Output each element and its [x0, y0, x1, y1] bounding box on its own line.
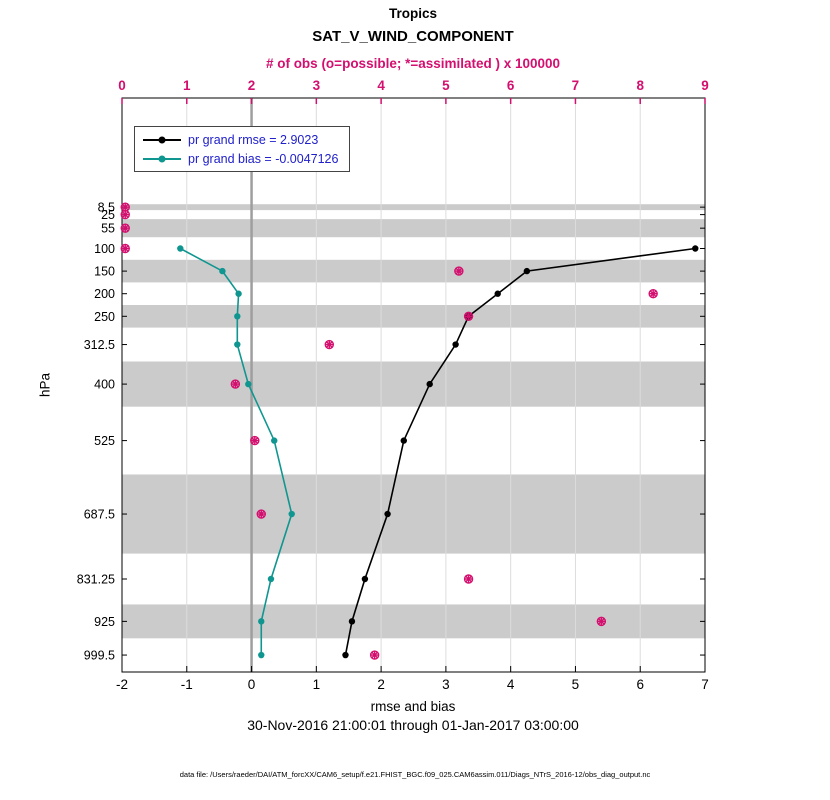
- legend-label-bias: pr grand bias = -0.0047126: [188, 151, 339, 166]
- svg-text:9: 9: [701, 78, 709, 93]
- svg-text:831.25: 831.25: [77, 573, 115, 587]
- svg-text:25: 25: [101, 208, 115, 222]
- svg-text:150: 150: [94, 265, 115, 279]
- svg-text:2: 2: [377, 677, 385, 692]
- svg-text:7: 7: [701, 677, 709, 692]
- y-axis-label: hPa: [37, 372, 53, 398]
- svg-text:3: 3: [442, 677, 450, 692]
- svg-text:55: 55: [101, 222, 115, 236]
- timespan-subtitle: 30-Nov-2016 21:00:01 through 01-Jan-2017…: [247, 717, 579, 733]
- svg-text:200: 200: [94, 287, 115, 301]
- svg-text:999.5: 999.5: [84, 649, 115, 663]
- svg-text:-1: -1: [181, 677, 193, 692]
- svg-text:8: 8: [636, 78, 644, 93]
- plot-box: [121, 97, 706, 673]
- tick-marks: [121, 98, 706, 672]
- pressure-bands: [122, 204, 705, 639]
- svg-text:3: 3: [313, 78, 321, 93]
- svg-text:1: 1: [313, 677, 321, 692]
- svg-text:525: 525: [94, 434, 115, 448]
- svg-text:5: 5: [572, 677, 580, 692]
- plot-title: SAT_V_WIND_COMPONENT: [312, 28, 514, 45]
- svg-text:7: 7: [572, 78, 580, 93]
- data-file-path: data file: /Users/raeder/DAI/ATM_forcXX/…: [179, 770, 651, 779]
- svg-text:925: 925: [94, 615, 115, 629]
- obs-axis-title: # of obs (o=possible; *=assimilated ) x …: [265, 56, 561, 71]
- legend: pr grand rmse = 2.9023 pr grand bias = -…: [134, 126, 351, 172]
- svg-text:-2: -2: [116, 677, 128, 692]
- svg-text:400: 400: [94, 378, 115, 392]
- svg-text:0: 0: [248, 677, 256, 692]
- svg-text:6: 6: [507, 78, 515, 93]
- svg-text:100: 100: [94, 242, 115, 256]
- svg-text:687.5: 687.5: [84, 508, 115, 522]
- region-title: Tropics: [388, 6, 438, 21]
- legend-label-rmse: pr grand rmse = 2.9023: [188, 132, 319, 147]
- bias-line-sample: [143, 154, 181, 164]
- svg-text:8.5: 8.5: [98, 201, 115, 215]
- svg-text:5: 5: [442, 78, 450, 93]
- rmse-line-sample: [143, 135, 181, 145]
- series-pr-grand-bias: [177, 245, 295, 659]
- svg-text:4: 4: [377, 78, 385, 93]
- svg-text:312.5: 312.5: [84, 338, 115, 352]
- legend-item-bias: pr grand bias = -0.0047126: [143, 151, 338, 166]
- x-axis-label: rmse and bias: [370, 699, 456, 714]
- svg-text:250: 250: [94, 310, 115, 324]
- svg-text:1: 1: [183, 78, 191, 93]
- legend-item-rmse: pr grand rmse = 2.9023: [143, 132, 338, 147]
- svg-text:2: 2: [248, 78, 256, 93]
- obs-count-markers: [120, 202, 658, 660]
- svg-text:4: 4: [507, 677, 515, 692]
- svg-text:0: 0: [118, 78, 126, 93]
- svg-text:6: 6: [636, 677, 644, 692]
